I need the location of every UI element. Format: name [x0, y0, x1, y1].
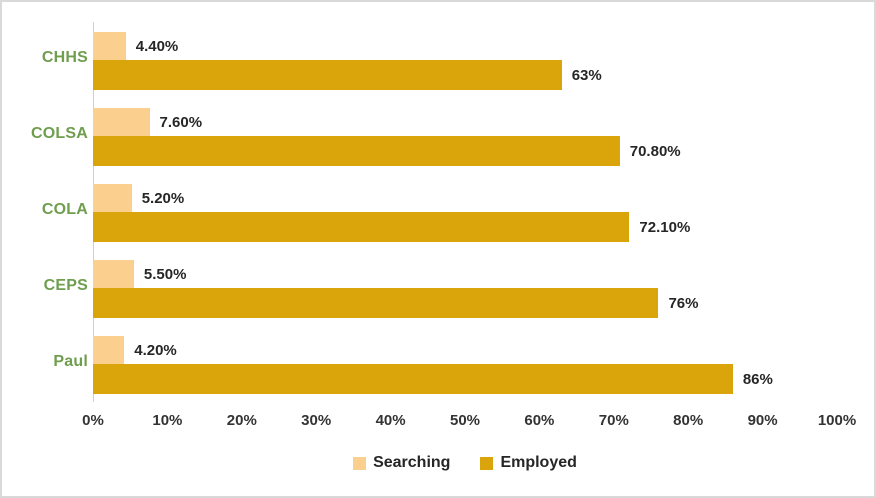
data-label-employed: 70.80%: [629, 142, 681, 160]
x-tick-label: 20%: [226, 412, 257, 429]
bar-searching: [93, 260, 134, 288]
data-label-employed: 76%: [668, 294, 699, 312]
x-tick-label: 60%: [524, 412, 555, 429]
legend-label: Searching: [373, 454, 451, 471]
legend-swatch-searching: [353, 456, 367, 470]
bar-group-chhs: CHHS 4.40% 63%: [2, 20, 874, 96]
data-label-searching: 4.40%: [135, 37, 179, 55]
data-label-searching: 4.20%: [134, 341, 177, 359]
legend: Searching Employed: [93, 454, 837, 472]
x-tick-label: 10%: [152, 412, 183, 429]
data-label-searching: 7.60%: [159, 113, 203, 131]
data-label-employed: 72.10%: [639, 218, 691, 236]
data-label-employed: 63%: [571, 66, 602, 84]
x-tick-label: 90%: [747, 412, 778, 429]
x-tick-label: 30%: [301, 412, 332, 429]
category-label: CHHS: [41, 49, 88, 66]
bar-searching: [93, 32, 126, 60]
plot-area: CHHS 4.40% 63% COLSA 7.60% 70.80% COLA 5.20% 72.…: [2, 20, 874, 402]
legend-item-searching: Searching: [353, 454, 450, 472]
data-label-searching: 5.20%: [141, 189, 185, 207]
x-tick-label: 50%: [449, 412, 481, 429]
category-label: Paul: [53, 353, 88, 370]
bar-employed: [93, 364, 733, 394]
bar-searching: [93, 184, 132, 212]
bar-searching: [93, 336, 125, 364]
x-tick-label: 100%: [817, 412, 857, 429]
category-label: COLSA: [31, 125, 88, 142]
bar-employed: [93, 288, 659, 318]
x-tick-label: 0%: [82, 412, 104, 429]
bar-employed: [93, 60, 562, 90]
legend-swatch-employed: [480, 456, 494, 470]
bar-group-ceps: CEPS 5.50% 76%: [2, 248, 874, 324]
data-label-employed: 86%: [742, 370, 773, 388]
x-tick-label: 80%: [673, 412, 704, 429]
legend-item-employed: Employed: [480, 454, 577, 472]
bar-group-paul: Paul 4.20% 86%: [2, 324, 874, 400]
category-label: COLA: [41, 201, 88, 218]
bar-employed: [93, 212, 630, 242]
data-label-searching: 5.50%: [143, 265, 187, 283]
x-axis: 0% 10% 20% 30% 40% 50% 60% 70% 80% 90% 100%: [2, 402, 874, 436]
category-label: CEPS: [43, 277, 88, 294]
bar-group-colsa: COLSA 7.60% 70.80%: [2, 96, 874, 172]
bar-employed: [93, 136, 620, 166]
legend-label: Employed: [500, 454, 577, 471]
x-tick-label: 70%: [598, 412, 629, 429]
bar-searching: [93, 108, 150, 136]
bar-group-cola: COLA 5.20% 72.10%: [2, 172, 874, 248]
x-tick-label: 40%: [375, 412, 406, 429]
